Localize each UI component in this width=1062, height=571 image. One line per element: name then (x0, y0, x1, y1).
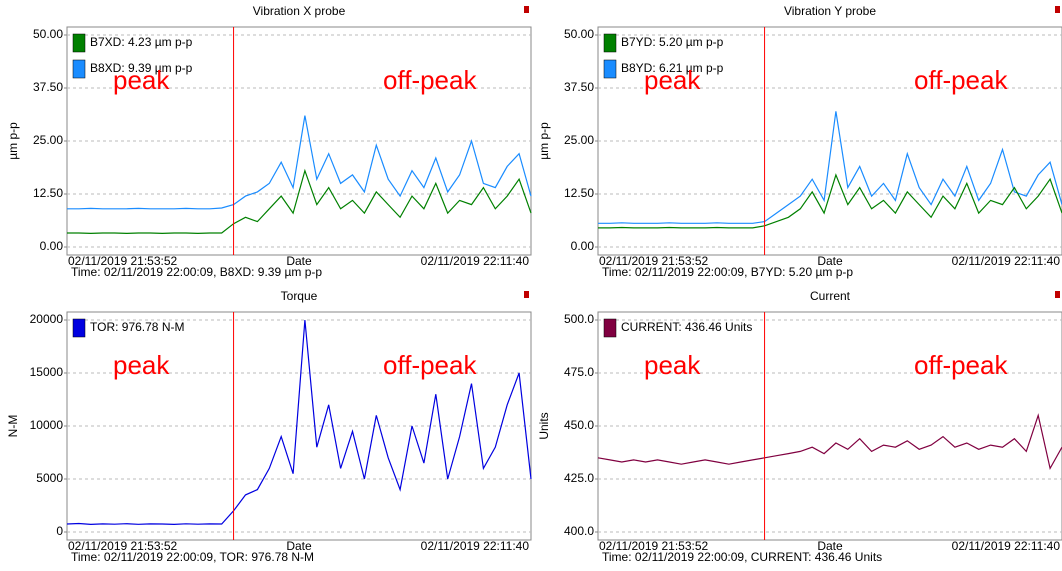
x-tick-label: 02/11/2019 22:11:40 (421, 254, 530, 268)
annotation: off-peak (383, 65, 477, 95)
y-tick-label: 37.50 (33, 80, 63, 94)
chart-title: Torque (281, 289, 318, 303)
x-tick-label: 02/11/2019 22:11:40 (952, 539, 1061, 553)
cursor-readout: Time: 02/11/2019 22:00:09, B7YD: 5.20 µm… (602, 265, 853, 279)
y-tick-label: 37.50 (564, 80, 594, 94)
y-tick-label: 25.00 (33, 133, 63, 147)
legend-label: B8YD: 6.21 µm p-p (621, 61, 724, 75)
x-axis-label: Date (286, 539, 312, 553)
x-axis-label: Date (817, 254, 843, 268)
chart-title: Vibration X probe (253, 4, 346, 18)
annotation: off-peak (914, 350, 1008, 380)
cursor-readout: Time: 02/11/2019 22:00:09, B8XD: 9.39 µm… (71, 265, 322, 279)
chart-panel: Vibration Y probe µm p-p 0.00 12.50 25.00 37.… (537, 4, 1062, 279)
legend-swatch (72, 318, 86, 338)
series-line (598, 173, 1062, 229)
plot-frame (597, 311, 1062, 541)
y-tick-label: 475.0 (564, 365, 594, 379)
legend-label: B7YD: 5.20 µm p-p (621, 35, 724, 49)
y-axis-label: N-M (6, 415, 20, 438)
legend-swatch (603, 59, 617, 79)
annotation: peak (644, 65, 701, 95)
chart-panel: Current Units 400.0 425.0 450.0 475.0 500.0 02/… (537, 289, 1062, 564)
y-tick-label: 12.50 (564, 186, 594, 200)
y-tick-label: 0 (56, 524, 63, 538)
chart-title: Current (810, 289, 851, 303)
y-tick-label: 10000 (30, 418, 64, 432)
annotation: peak (113, 350, 170, 380)
chart-panel: Torque N-M 0 5000 10000 15000 20000 02/11/2019 … (6, 289, 532, 564)
lock-icon (524, 6, 529, 13)
chart-title: Vibration Y probe (784, 4, 876, 18)
cursor-readout: Time: 02/11/2019 22:00:09, CURRENT: 436.… (602, 550, 882, 564)
y-tick-label: 0.00 (571, 239, 595, 253)
annotation: off-peak (383, 350, 477, 380)
legend-swatch (72, 33, 86, 53)
cursor-readout: Time: 02/11/2019 22:00:09, TOR: 976.78 N… (71, 550, 314, 564)
series-line (598, 111, 1062, 224)
y-tick-label: 20000 (30, 312, 64, 326)
x-tick-label: 02/11/2019 21:53:52 (68, 539, 178, 553)
annotation: peak (113, 65, 170, 95)
x-axis-label: Date (286, 254, 312, 268)
y-axis-label: Units (537, 412, 551, 439)
lock-icon (524, 291, 529, 298)
y-tick-label: 0.00 (40, 239, 64, 253)
y-axis-label: µm p-p (6, 122, 20, 160)
y-tick-label: 15000 (30, 365, 64, 379)
x-tick-label: 02/11/2019 21:53:52 (599, 539, 709, 553)
y-tick-label: 500.0 (564, 312, 594, 326)
y-tick-label: 425.0 (564, 471, 594, 485)
x-tick-label: 02/11/2019 21:53:52 (68, 254, 178, 268)
legend-swatch (72, 59, 86, 79)
y-tick-label: 12.50 (33, 186, 63, 200)
legend-label: B8XD: 9.39 µm p-p (90, 61, 193, 75)
legend-label: B7XD: 4.23 µm p-p (90, 35, 193, 49)
lock-icon (1055, 291, 1060, 298)
x-tick-label: 02/11/2019 22:11:40 (952, 254, 1061, 268)
chart-panel: Vibration X probe µm p-p 0.00 12.50 25.00 37.… (6, 4, 532, 279)
y-axis-label: µm p-p (537, 122, 551, 160)
legend-label: TOR: 976.78 N-M (90, 320, 184, 334)
annotation: peak (644, 350, 701, 380)
legend-swatch (603, 33, 617, 53)
series-line (67, 115, 532, 210)
series-line (597, 413, 1062, 471)
x-tick-label: 02/11/2019 22:11:40 (421, 539, 530, 553)
lock-icon (1055, 6, 1060, 13)
y-tick-label: 450.0 (564, 418, 594, 432)
y-tick-label: 400.0 (564, 524, 594, 538)
x-tick-label: 02/11/2019 21:53:52 (599, 254, 709, 268)
series-line (67, 168, 532, 235)
y-tick-label: 5000 (36, 471, 63, 485)
annotation: off-peak (914, 65, 1008, 95)
y-tick-label: 50.00 (564, 27, 594, 41)
y-tick-label: 25.00 (564, 133, 594, 147)
legend-label: CURRENT: 436.46 Units (621, 320, 752, 334)
series-line (66, 319, 532, 526)
y-tick-label: 50.00 (33, 27, 63, 41)
x-axis-label: Date (817, 539, 843, 553)
legend-swatch (603, 318, 617, 338)
